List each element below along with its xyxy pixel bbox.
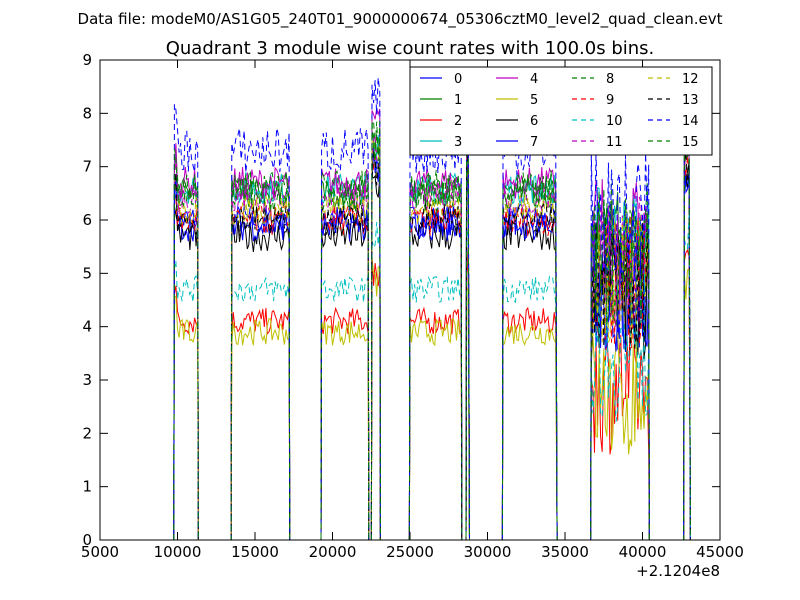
series-line-14 [173,77,691,541]
data-file-label: Data file: modeM0/AS1G05_240T01_90000006… [78,10,723,29]
legend-label-11: 11 [606,135,623,150]
legend-label-6: 6 [530,114,538,129]
legend-label-3: 3 [454,135,462,150]
series-line-2 [173,247,691,541]
legend-label-10: 10 [606,114,623,129]
legend-label-0: 0 [454,72,462,87]
legend-label-9: 9 [606,93,614,108]
legend-label-13: 13 [682,93,699,108]
y-tick-label-7: 7 [82,158,92,176]
series-line-10 [173,214,691,541]
x-tick-label-0: 5000 [81,543,119,561]
x-tick-label-2: 15000 [231,543,279,561]
x-tick-label-5: 30000 [464,543,512,561]
x-tick-label-1: 10000 [154,543,202,561]
legend-label-2: 2 [454,114,462,129]
x-tick-label-4: 25000 [386,543,434,561]
y-tick-label-6: 6 [82,211,92,229]
legend-label-14: 14 [682,114,699,129]
legend-label-15: 15 [682,135,699,150]
legend-label-7: 7 [530,135,538,150]
plot-lines [173,77,691,541]
y-tick-label-2: 2 [82,424,92,442]
legend-label-1: 1 [454,93,462,108]
y-tick-label-1: 1 [82,478,92,496]
y-tick-label-9: 9 [82,51,92,69]
series-line-13 [173,147,691,541]
y-tick-label-3: 3 [82,371,92,389]
y-tick-label-8: 8 [82,104,92,122]
series-line-12 [173,134,691,541]
series-line-8 [173,120,691,541]
legend-box [409,66,713,156]
legend-label-8: 8 [606,72,614,87]
axis-ticks: 5000 10000 15000 20000 25000 30000 35000 40000 4… [81,51,744,561]
chart-title: Quadrant 3 module wise count rates with … [166,38,655,59]
x-tick-label-6: 35000 [541,543,589,561]
y-tick-label-5: 5 [82,264,92,282]
x-tick-label-3: 20000 [309,543,357,561]
x-offset-label: +2.1204e8 [636,562,720,580]
legend-label-5: 5 [530,93,538,108]
legend-label-4: 4 [530,72,538,87]
series-line-4 [173,108,691,541]
y-tick-label-4: 4 [82,318,92,336]
y-tick-label-0: 0 [82,531,92,549]
legend-label-12: 12 [682,72,699,87]
series-line-5 [173,258,691,541]
series-line-15 [173,118,691,541]
x-tick-label-8: 45000 [696,543,744,561]
x-tick-label-7: 40000 [619,543,667,561]
